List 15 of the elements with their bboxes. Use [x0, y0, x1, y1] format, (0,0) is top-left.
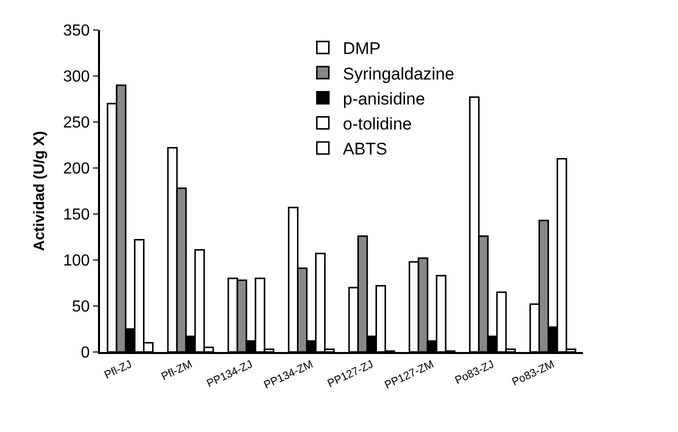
y-tick-label: 50: [72, 298, 90, 316]
y-tick-label: 250: [63, 114, 90, 132]
y-tick-label: 300: [63, 68, 90, 86]
y-tick-label: 350: [63, 22, 90, 40]
legend-label: DMP: [342, 39, 381, 58]
legend-label: p-anisidine: [342, 89, 426, 108]
legend-label: o-tolidine: [342, 114, 412, 134]
y-tick-label: 0: [80, 344, 90, 362]
y-tick-label: 100: [63, 252, 90, 270]
x-tick-label: Pfl-ZJ: [102, 358, 134, 382]
legend-label: ABTS: [342, 140, 388, 159]
y-axis-title: Actividad (U/g X): [30, 130, 48, 252]
y-tick-label: 200: [63, 160, 90, 178]
y-tick-label: 150: [63, 206, 90, 224]
legend-label: Syringaldazine: [342, 64, 454, 84]
